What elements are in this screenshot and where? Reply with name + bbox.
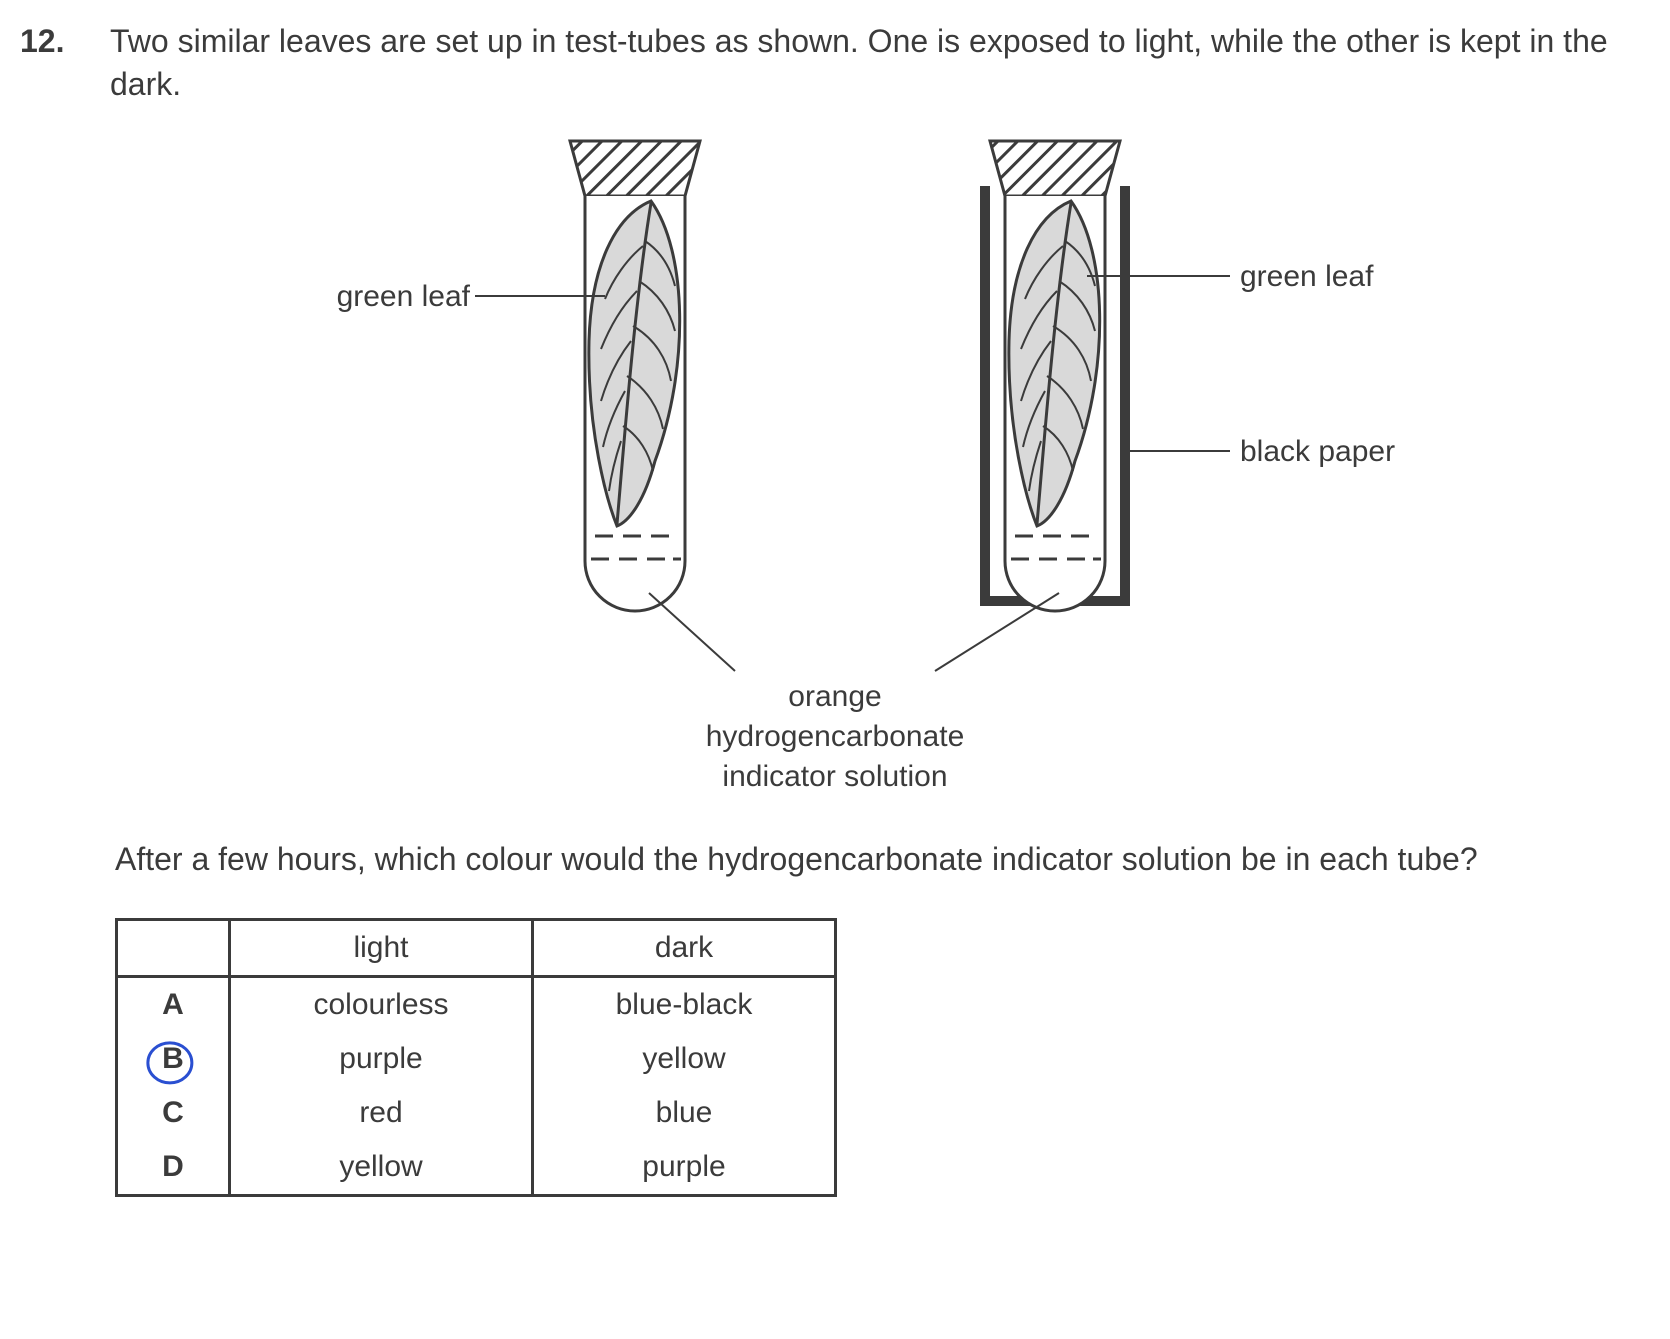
- cell-b-dark: yellow: [533, 1032, 836, 1086]
- right-tube: [935, 141, 1230, 671]
- label-indicator-line3: indicator solution: [722, 760, 947, 793]
- label-indicator-line1: orange: [788, 680, 881, 713]
- question-prompt: Two similar leaves are set up in test-tu…: [110, 20, 1640, 106]
- table-row: A colourless blue-black: [117, 977, 836, 1033]
- header-light: light: [230, 920, 533, 977]
- header-dark: dark: [533, 920, 836, 977]
- stopper-left: [570, 141, 700, 196]
- cell-a-light: colourless: [230, 977, 533, 1033]
- cell-c-dark: blue: [533, 1086, 836, 1140]
- page: 12. Two similar leaves are set up in tes…: [0, 0, 1670, 1339]
- label-left-leaf: green leaf: [337, 280, 471, 313]
- cell-d-light: yellow: [230, 1140, 533, 1196]
- option-letter[interactable]: D: [117, 1140, 230, 1196]
- question-followup: After a few hours, which colour would th…: [115, 841, 1640, 878]
- cell-b-light: purple: [230, 1032, 533, 1086]
- cell-d-dark: purple: [533, 1140, 836, 1196]
- answer-table: light dark A colourless blue-black B pu: [115, 918, 837, 1197]
- option-b-text: B: [162, 1042, 184, 1075]
- label-right-paper: black paper: [1240, 435, 1395, 468]
- cell-a-dark: blue-black: [533, 977, 836, 1033]
- cell-c-light: red: [230, 1086, 533, 1140]
- label-indicator-line2: hydrogencarbonate: [706, 720, 965, 753]
- label-right-leaf: green leaf: [1240, 260, 1374, 293]
- table-row: D yellow purple: [117, 1140, 836, 1196]
- question-number: 12.: [20, 20, 80, 63]
- option-letter[interactable]: C: [117, 1086, 230, 1140]
- question-row: 12. Two similar leaves are set up in tes…: [20, 20, 1640, 106]
- experiment-diagram: green leaf: [115, 131, 1615, 831]
- stopper-right: [990, 141, 1120, 196]
- option-a-text: A: [162, 988, 184, 1021]
- table-row: C red blue: [117, 1086, 836, 1140]
- table-row: B purple yellow: [117, 1032, 836, 1086]
- option-c-text: C: [162, 1096, 184, 1129]
- header-blank: [117, 920, 230, 977]
- table-header-row: light dark: [117, 920, 836, 977]
- option-letter[interactable]: B: [117, 1032, 230, 1086]
- option-letter[interactable]: A: [117, 977, 230, 1033]
- left-tube: [475, 141, 735, 671]
- leader-left-liquid: [649, 593, 735, 671]
- diagram-svg: green leaf: [115, 131, 1615, 831]
- option-d-text: D: [162, 1150, 184, 1183]
